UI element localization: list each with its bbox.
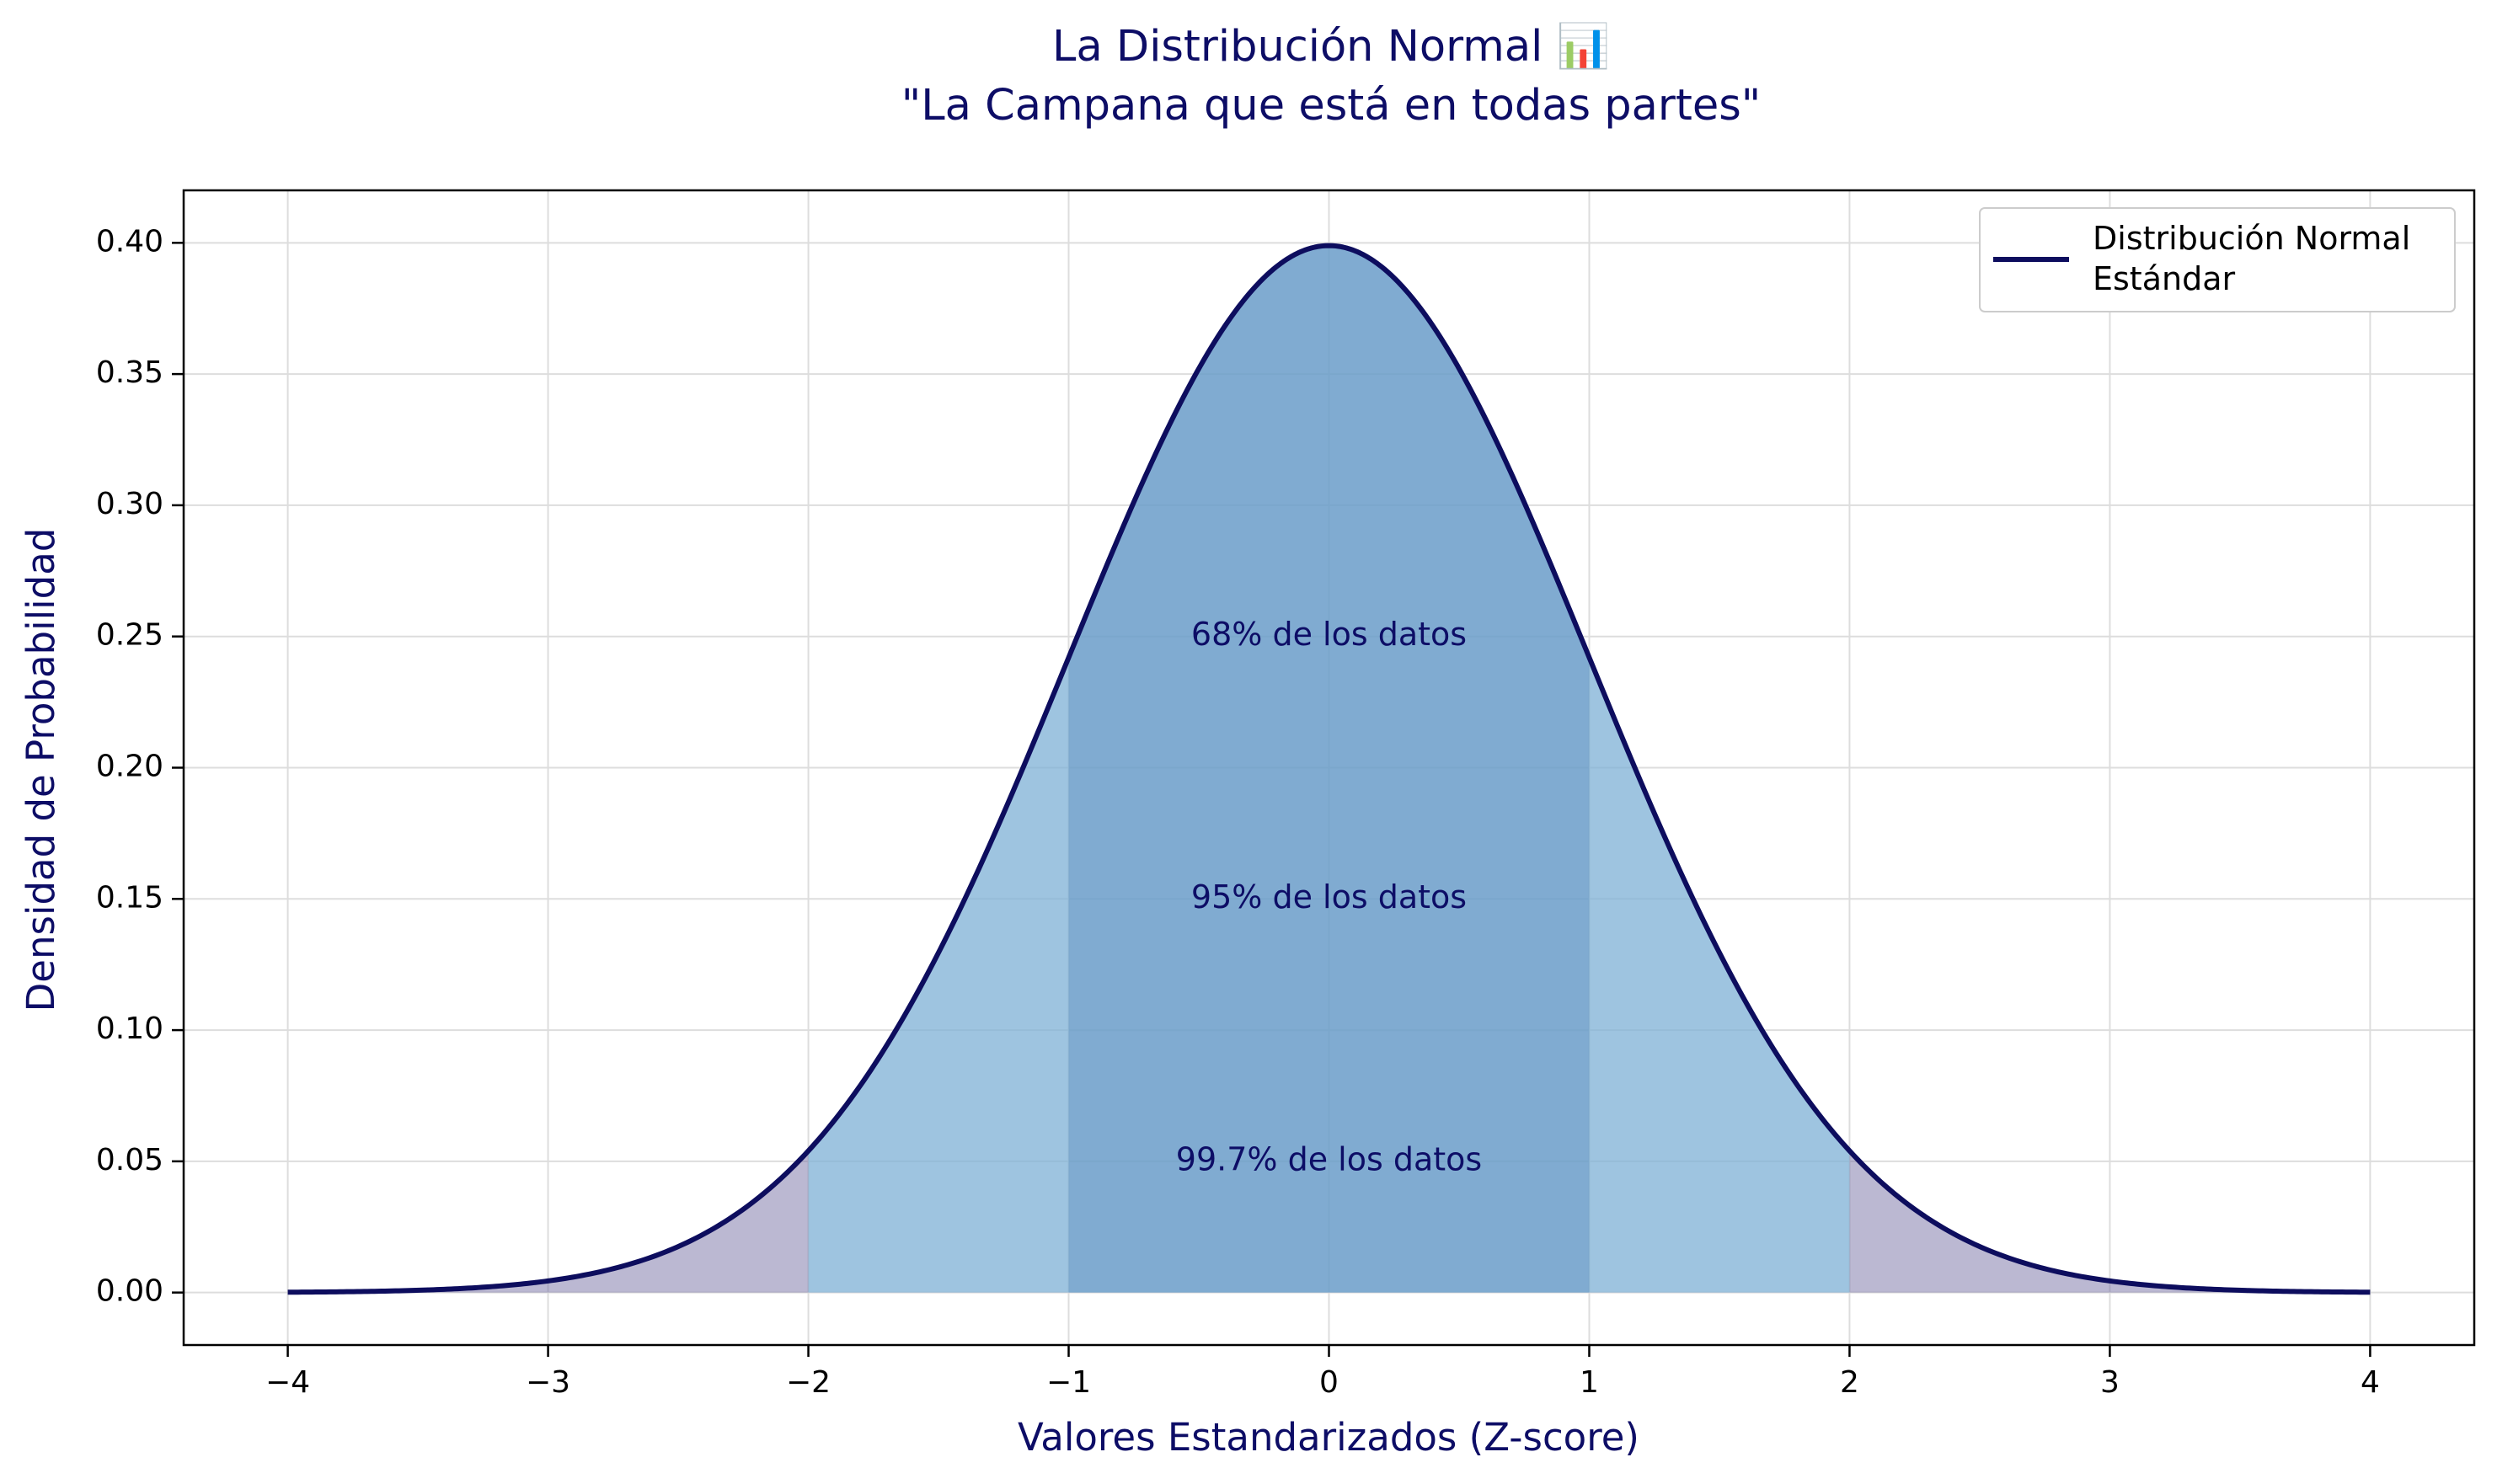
- x-tick-label: 1: [1580, 1365, 1599, 1400]
- x-tick-label: 3: [2100, 1365, 2120, 1400]
- y-tick-label: 0.25: [96, 618, 163, 653]
- chart-title-line1: La Distribución Normal 📊: [1052, 21, 1610, 72]
- y-axis: 0.00 0.05 0.10 0.15 0.20 0.25 0.30 0.35 0.40: [96, 224, 184, 1309]
- annotation-group: 68% de los datos 95% de los datos 99.7% de…: [1176, 616, 1482, 1177]
- y-tick-label: 0.30: [96, 487, 163, 521]
- shaded-region-2: [808, 245, 1850, 1293]
- annotation-label: 68% de los datos: [1191, 616, 1467, 653]
- y-tick-label: 0.10: [96, 1012, 163, 1046]
- annotation-label: 95% de los datos: [1191, 878, 1467, 915]
- shading-group: [287, 245, 2371, 1293]
- y-tick-label: 0.00: [96, 1274, 163, 1309]
- density-curve: [287, 243, 2371, 1295]
- chart-title-line2: "La Campana que está en todas partes": [901, 81, 1762, 131]
- legend-label-line2: Estándar: [2093, 260, 2235, 297]
- x-tick-label: 4: [2361, 1365, 2380, 1400]
- x-tick-label: −4: [265, 1365, 310, 1400]
- x-axis: −4 −3 −2 −1 0 1 2 3 4: [265, 1345, 2380, 1400]
- x-axis-label: Valores Estandarizados (Z-score): [1018, 1415, 1639, 1460]
- legend: Distribución Normal Estándar: [1979, 207, 2456, 312]
- shaded-region-3: [1068, 245, 1590, 1293]
- x-tick-label: 0: [1319, 1365, 1339, 1400]
- x-tick-label: −3: [526, 1365, 570, 1400]
- legend-label-line1: Distribución Normal: [2093, 220, 2410, 257]
- annotation-label: 99.7% de los datos: [1176, 1140, 1482, 1177]
- y-tick-label: 0.20: [96, 750, 163, 784]
- y-tick-label: 0.15: [96, 880, 163, 915]
- y-tick-label: 0.05: [96, 1143, 163, 1177]
- x-tick-label: 2: [1840, 1365, 1859, 1400]
- x-tick-label: −1: [1046, 1365, 1091, 1400]
- legend-box: [1979, 207, 2456, 312]
- x-tick-label: −2: [786, 1365, 831, 1400]
- y-tick-label: 0.40: [96, 224, 163, 259]
- y-tick-label: 0.35: [96, 355, 163, 390]
- y-axis-label: Densidad de Probabilidad: [19, 528, 63, 1012]
